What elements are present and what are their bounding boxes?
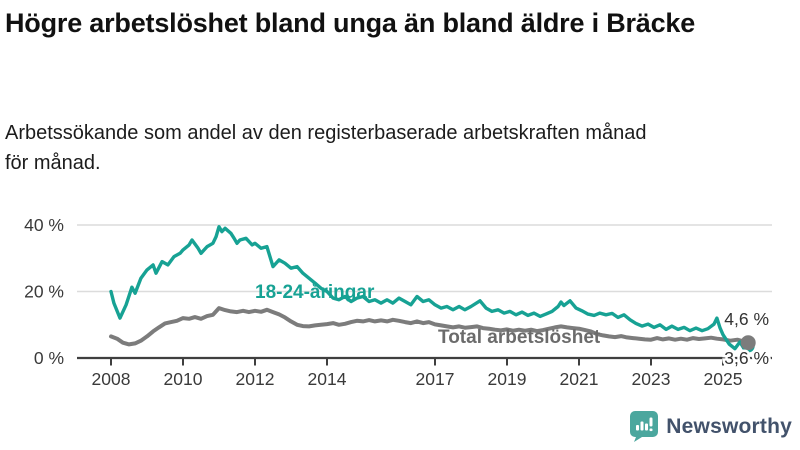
x-tick-label: 2010 <box>164 369 203 389</box>
bar-icon-large <box>645 423 649 431</box>
end-value-label-total: 4,6 % <box>724 309 769 329</box>
end-value-label-youth: 3,6 % <box>724 348 769 368</box>
speech-bubble-shape <box>630 411 659 442</box>
y-tick-label: 40 % <box>24 215 64 235</box>
chart-headline: Högre arbetslöshet bland unga än bland ä… <box>5 8 696 38</box>
x-tick-label: 2019 <box>488 369 527 389</box>
x-tick-label: 2017 <box>416 369 455 389</box>
x-tick-label: 2025 <box>704 369 743 389</box>
y-tick-label: 0 % <box>34 348 64 368</box>
chart-subtitle: Arbetssökande som andel av den registerb… <box>5 122 647 174</box>
chart-bubble-icon <box>630 411 659 442</box>
x-tick-label: 2008 <box>92 369 131 389</box>
x-tick-label: 2021 <box>560 369 599 389</box>
bar-icon-medium <box>640 421 644 431</box>
x-tick-label: 2023 <box>632 369 671 389</box>
bar-icon-small <box>636 425 640 431</box>
y-tick-label: 20 % <box>24 282 64 302</box>
exclamation-stem-icon <box>649 417 653 427</box>
series-line-youth <box>109 225 750 351</box>
series-end-dot-total <box>740 335 756 351</box>
x-tick-label: 2012 <box>236 369 275 389</box>
newsworthy-logo: Newsworthy <box>630 411 792 442</box>
series-label-youth: 18-24-åringar <box>255 282 375 303</box>
exclamation-dot-icon <box>649 428 653 432</box>
newsworthy-logo-text: Newsworthy <box>666 414 792 438</box>
series-line-total <box>109 306 751 347</box>
series-label-total: Total arbetslöshet <box>438 327 601 348</box>
x-tick-label: 2014 <box>308 369 347 389</box>
